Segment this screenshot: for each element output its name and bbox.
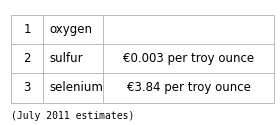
Text: selenium: selenium bbox=[49, 81, 103, 94]
Text: 1: 1 bbox=[23, 23, 31, 36]
Text: 2: 2 bbox=[23, 52, 31, 65]
Text: oxygen: oxygen bbox=[49, 23, 92, 36]
Text: €0.003 per troy ounce: €0.003 per troy ounce bbox=[123, 52, 255, 65]
Text: €3.84 per troy ounce: €3.84 per troy ounce bbox=[127, 81, 251, 94]
Text: 3: 3 bbox=[23, 81, 31, 94]
Text: sulfur: sulfur bbox=[49, 52, 83, 65]
Bar bbox=[11, 15, 274, 102]
Text: (July 2011 estimates): (July 2011 estimates) bbox=[11, 111, 135, 121]
